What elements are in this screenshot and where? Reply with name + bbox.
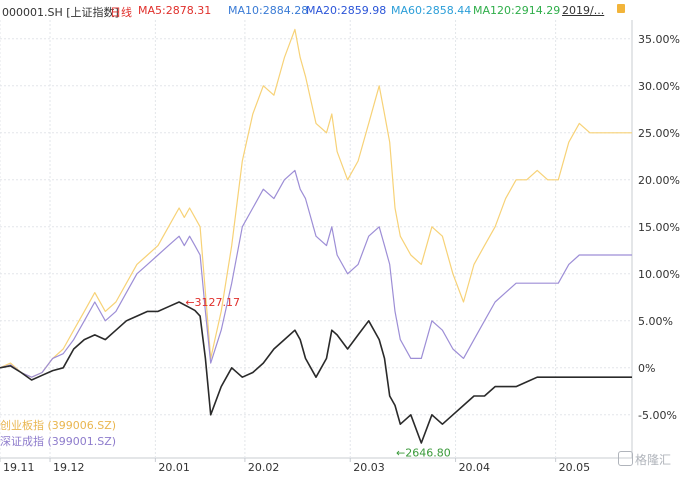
x-tick-label: 20.03: [353, 461, 385, 474]
y-tick-label: 0%: [638, 362, 655, 375]
x-tick-label: 20.01: [158, 461, 190, 474]
symbol-label[interactable]: 000001.SH [上证指数]: [2, 6, 119, 19]
x-tick-label: 20.04: [459, 461, 491, 474]
y-tick-label: 20.00%: [638, 174, 680, 187]
annotation-label: ←3127.17: [185, 296, 240, 309]
chart-header: 000001.SH [上证指数] 日线 MA5:2878.31 MA10:288…: [0, 0, 693, 20]
x-tick-label: 20.02: [248, 461, 280, 474]
series-line-0: [0, 28, 632, 378]
y-tick-label: 35.00%: [638, 33, 680, 46]
x-tick-label: 19.12: [53, 461, 85, 474]
legend: 创业板指 (399006.SZ) 深证成指 (399001.SZ): [0, 418, 116, 450]
y-tick-label: 30.00%: [638, 80, 680, 93]
date-range-selector[interactable]: 2019/...: [562, 4, 605, 17]
watermark: 格隆汇: [618, 451, 671, 468]
y-tick-label: 15.00%: [638, 221, 680, 234]
ma60-label: MA60:2858.44: [391, 4, 472, 17]
legend-item-chinext: 创业板指 (399006.SZ): [0, 419, 117, 432]
period-label[interactable]: 日线: [110, 6, 132, 19]
ma10-label: MA10:2884.28: [228, 4, 309, 17]
series-line-2: [0, 301, 632, 444]
legend-item-szse: 深证成指 (399001.SZ): [0, 435, 117, 448]
ma20-label: MA20:2859.98: [306, 4, 387, 17]
x-tick-label: 20.05: [559, 461, 591, 474]
lock-icon[interactable]: [617, 4, 625, 13]
series-line-1: [0, 169, 632, 378]
y-tick-label: 10.00%: [638, 268, 680, 281]
ma5-label: MA5:2878.31: [138, 4, 212, 17]
logo-icon: [618, 451, 633, 466]
y-tick-label: 5.00%: [638, 315, 673, 328]
y-tick-label: 25.00%: [638, 127, 680, 140]
x-tick-label: 19.11: [3, 461, 35, 474]
y-tick-label: -5.00%: [638, 409, 677, 422]
annotation-label: ←2646.80: [396, 446, 451, 459]
ma120-label: MA120:2914.29: [473, 4, 561, 17]
